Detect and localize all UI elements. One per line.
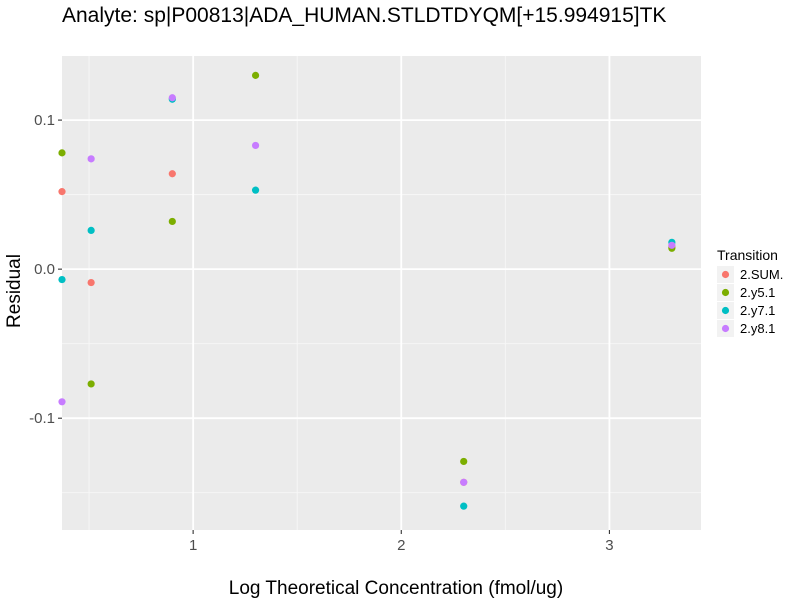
y-axis-title: Residual <box>4 254 25 328</box>
legend-title: Transition <box>717 247 778 263</box>
data-points <box>58 71 676 510</box>
legend-swatch <box>721 324 730 333</box>
x-tick-label: 2 <box>397 537 405 554</box>
y-tick-label: 0.1 <box>34 112 55 129</box>
data-point <box>251 186 260 194</box>
legend-items: 2.SUM. 2.y5.1 2.y7.1 2.y8.1 <box>717 266 783 337</box>
legend-label: 2.y8.1 <box>740 321 775 336</box>
x-axis-title: Log Theoretical Concentration (fmol/ug) <box>229 578 563 599</box>
data-point <box>58 275 66 284</box>
data-point <box>168 170 176 178</box>
chart-title: Analyte: sp|P00813|ADA_HUMAN.STLDTDYQM[+… <box>62 4 666 27</box>
data-point <box>168 217 176 226</box>
data-point <box>668 241 676 249</box>
x-axis: 1 2 3 <box>189 530 614 554</box>
data-point <box>251 71 260 79</box>
legend-label: 2.SUM. <box>740 267 783 282</box>
data-point <box>168 94 176 102</box>
data-point <box>58 149 66 157</box>
data-point <box>87 155 95 163</box>
data-point <box>87 226 95 234</box>
major-gridlines <box>62 56 701 530</box>
x-tick-label: 1 <box>189 537 197 554</box>
data-point <box>87 278 95 287</box>
legend-label: 2.y5.1 <box>740 285 775 300</box>
data-point <box>460 502 468 510</box>
data-point <box>58 398 66 406</box>
minor-gridlines <box>62 56 701 530</box>
x-tick-label: 3 <box>605 537 613 554</box>
y-tick-label: -0.1 <box>29 410 55 427</box>
legend-swatch <box>721 288 730 297</box>
data-point <box>460 478 468 486</box>
plot-panel <box>62 56 701 530</box>
data-point <box>58 188 66 196</box>
legend-swatch <box>721 306 730 315</box>
data-point <box>87 380 95 388</box>
legend-swatch <box>721 270 730 279</box>
data-point <box>251 141 260 150</box>
legend: Transition 2.SUM. 2.y5.1 2.y7.1 2.y8.1 <box>717 247 783 337</box>
y-axis: -0.1 0.0 0.1 <box>29 112 62 427</box>
legend-label: 2.y7.1 <box>740 303 775 318</box>
y-tick-label: 0.0 <box>34 261 55 278</box>
data-point <box>460 457 468 466</box>
